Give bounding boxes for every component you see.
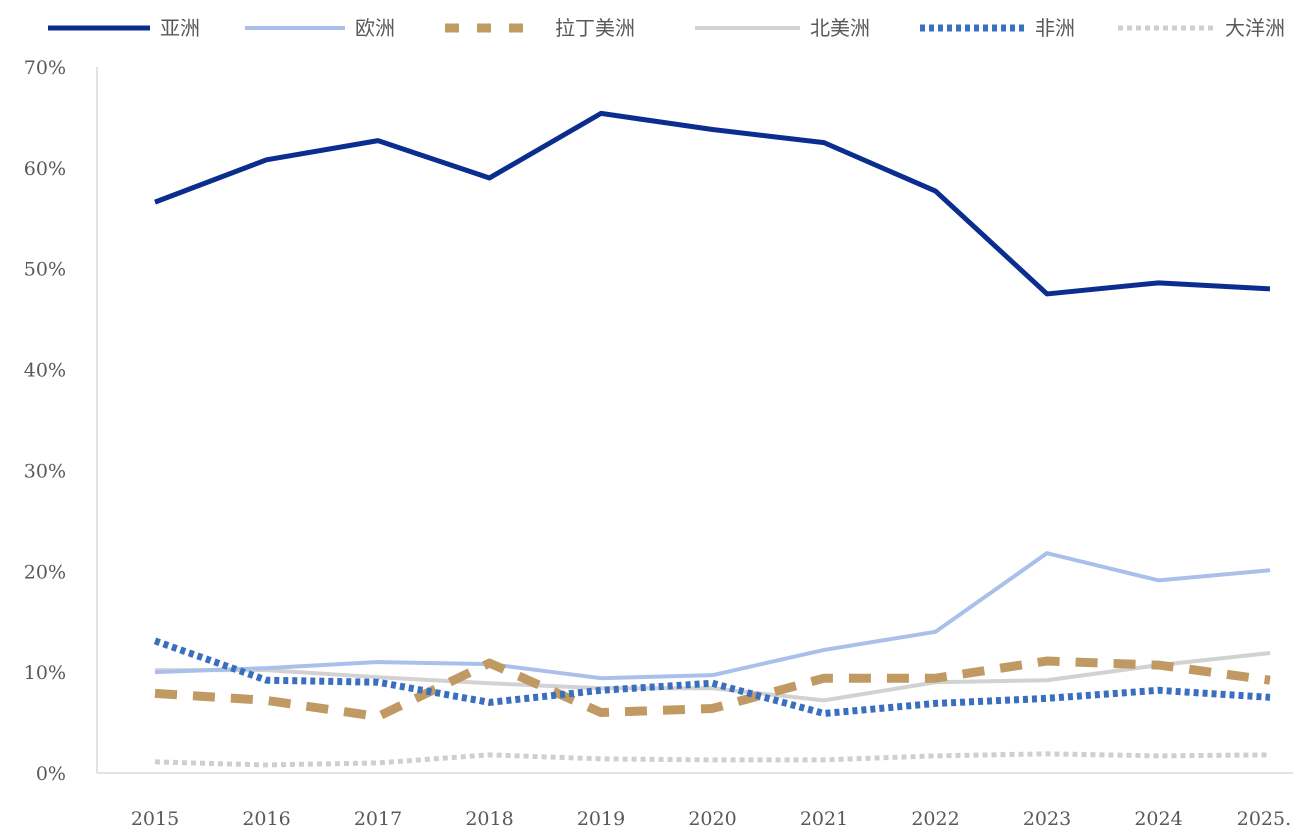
x-tick-label: 2020 — [688, 808, 736, 830]
series-line-1 — [154, 551, 1271, 681]
legend-label-5: 大洋洲 — [1225, 16, 1285, 40]
y-tick-label: 30% — [24, 460, 66, 482]
x-tick-label: 2025.1 — [1237, 808, 1293, 830]
x-tick-label: 2016 — [242, 808, 290, 830]
series-line-0 — [154, 110, 1271, 297]
y-tick-label: 0% — [36, 763, 66, 785]
legend-label-2: 拉丁美洲 — [555, 16, 635, 40]
x-tick-label: 2015 — [131, 808, 179, 830]
legend-label-4: 非洲 — [1035, 16, 1075, 40]
legend-label-0: 亚洲 — [160, 16, 200, 40]
series-line-3 — [155, 650, 1271, 703]
y-tick-label: 20% — [24, 561, 66, 583]
x-tick-label: 2023 — [1023, 808, 1071, 830]
series-line-5 — [154, 751, 1271, 768]
axes: 0% 10% 20% 30% 40% 50% 60% 70% 2015 2016 2017 2018 2… — [24, 57, 1293, 830]
x-tick-label: 2022 — [911, 808, 959, 830]
legend-label-3: 北美洲 — [810, 16, 870, 40]
x-tick-label: 2018 — [465, 808, 513, 830]
y-tick-label: 50% — [24, 259, 66, 281]
y-tick-label: 70% — [24, 57, 66, 79]
series-lines — [153, 110, 1271, 768]
x-tick-label: 2019 — [577, 808, 625, 830]
y-tick-label: 40% — [24, 360, 66, 382]
series-line-2 — [154, 656, 1271, 722]
x-tick-label: 2017 — [354, 808, 402, 830]
y-tick-label: 60% — [24, 158, 66, 180]
series-line-4 — [153, 637, 1271, 717]
legend: 亚洲 欧洲 拉丁美洲 北美洲 非洲 大洋洲 — [48, 16, 1285, 40]
x-tick-label: 2021 — [800, 808, 848, 830]
x-tick-label: 2024 — [1134, 808, 1182, 830]
y-tick-label: 10% — [24, 662, 66, 684]
legend-label-1: 欧洲 — [355, 16, 395, 40]
